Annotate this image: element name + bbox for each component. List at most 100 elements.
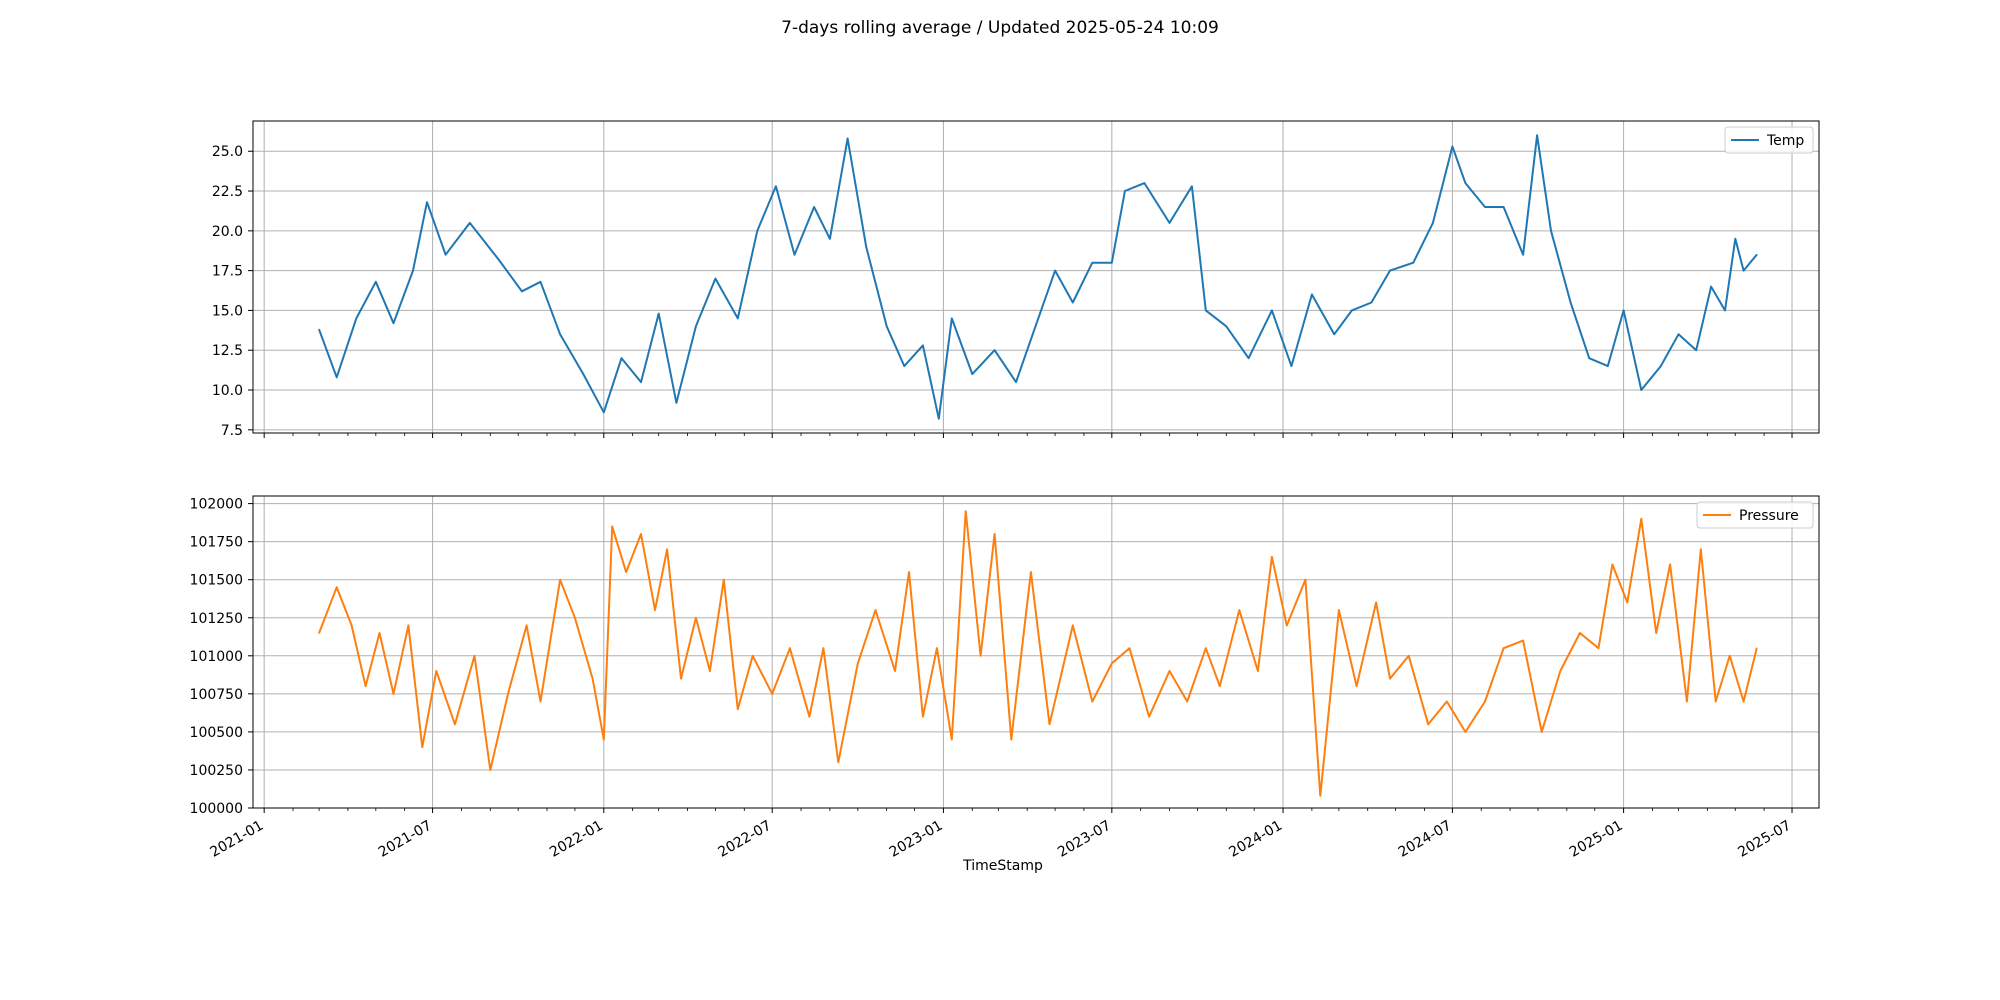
pressure-data-point: [922, 715, 924, 718]
pressure-data-point: [771, 693, 773, 695]
pressure-y-tick-label: 101000: [190, 649, 243, 665]
pressure-data-point: [1072, 624, 1074, 627]
temp-data-point: [903, 365, 906, 367]
temp-data-point: [793, 253, 796, 256]
pressure-data-point: [894, 670, 896, 672]
temp-data-point: [1351, 309, 1353, 312]
pressure-data-point: [737, 708, 739, 710]
temp-data-point: [1640, 389, 1643, 391]
temp-data-point: [1569, 301, 1572, 304]
pressure-data-point: [507, 693, 509, 695]
pressure-data-point: [964, 510, 967, 512]
pressure-data-point: [1427, 723, 1429, 726]
pressure-data-point: [1611, 563, 1614, 566]
pressure-data-point: [392, 693, 395, 695]
temp-data-point: [392, 322, 395, 325]
pressure-data-point: [666, 548, 668, 551]
pressure-data-point: [1540, 731, 1543, 733]
pressure-data-point: [874, 609, 877, 611]
temp-data-point: [1091, 261, 1094, 264]
temp-y-tick-label: 22.5: [212, 184, 243, 200]
temp-data-point: [1034, 325, 1037, 328]
pressure-data-point: [654, 609, 656, 611]
pressure-data-point: [318, 632, 320, 634]
pressure-data-point: [1669, 563, 1671, 566]
pressure-data-point: [936, 647, 938, 649]
pressure-data-point: [1700, 548, 1702, 551]
temp-data-point: [1290, 365, 1293, 367]
temp-data-point: [971, 373, 974, 375]
temp-data-point: [1464, 182, 1467, 184]
pressure-data-point: [378, 632, 381, 634]
pressure-data-point: [1742, 700, 1745, 703]
pressure-data-point: [1271, 556, 1273, 558]
pressure-data-point: [1579, 632, 1581, 634]
pressure-data-point: [822, 647, 825, 649]
temp-data-point: [640, 381, 642, 383]
pressure-data-point: [1238, 609, 1241, 611]
temp-data-point: [469, 222, 471, 224]
pressure-y-tick-label: 100250: [190, 763, 243, 779]
temp-data-point: [1550, 230, 1552, 232]
pressure-data-point: [1755, 647, 1758, 649]
temp-data-point: [1451, 145, 1454, 148]
temp-data-point: [375, 281, 377, 283]
temp-data-point: [846, 137, 849, 140]
temp-data-point: [1412, 261, 1415, 264]
pressure-data-point: [1048, 723, 1051, 726]
pressure-y-tick-label: 100000: [190, 801, 243, 817]
pressure-legend-box: [1696, 501, 1814, 529]
pressure-data-point: [335, 586, 338, 589]
temp-data-point: [412, 269, 414, 272]
pressure-data-point: [1559, 670, 1562, 672]
temp-data-point: [1677, 333, 1680, 336]
temp-data-point: [1205, 309, 1207, 312]
pressure-data-point: [1502, 647, 1505, 649]
pressure-data-point: [525, 624, 528, 627]
pressure-data-point: [1484, 700, 1486, 703]
pressure-data-point: [808, 715, 811, 718]
pressure-data-point: [435, 670, 438, 672]
temp-data-point: [1588, 357, 1590, 360]
temp-data-point: [775, 185, 777, 188]
figure-title: 7-days rolling average / Updated 2025-05…: [781, 18, 1219, 38]
pressure-data-point: [723, 578, 725, 581]
temp-data-point: [756, 230, 759, 232]
pressure-data-point: [951, 738, 953, 741]
pressure-data-point: [1655, 632, 1657, 634]
pressure-data-point: [1597, 647, 1600, 649]
pressure-data-point: [1205, 647, 1207, 649]
pressure-data-point: [625, 571, 627, 573]
temp-data-point: [737, 317, 739, 320]
temp-data-point: [1622, 309, 1625, 312]
temp-data-point: [1054, 269, 1056, 272]
temp-y-tick-label: 12.5: [212, 343, 243, 359]
temp-data-point: [1695, 349, 1697, 352]
pressure-data-point: [1168, 670, 1171, 672]
pressure-y-tick-label: 101750: [190, 535, 243, 551]
pressure-data-point: [1091, 700, 1094, 703]
temp-data-point: [582, 373, 585, 375]
pressure-data-point: [574, 617, 576, 619]
temp-data-point: [695, 325, 697, 328]
temp-data-point: [1536, 134, 1538, 137]
pressure-data-point: [993, 533, 996, 535]
temp-legend-box: [1724, 126, 1814, 154]
temp-data-point: [1271, 309, 1273, 312]
temp-data-point: [559, 333, 561, 336]
pressure-data-point: [1010, 738, 1013, 741]
pressure-data-point: [709, 670, 711, 672]
pressure-data-point: [611, 525, 613, 528]
pressure-data-point: [1626, 601, 1629, 604]
pressure-data-point: [539, 700, 542, 703]
temp-axes: 7.5 10.0 12.5 15.0 17.5 20.0 22.5 25.0 Temp: [212, 120, 1820, 439]
temp-y-tick-label: 25.0: [212, 144, 243, 160]
pressure-data-point: [559, 578, 561, 581]
temp-data-point: [1168, 222, 1171, 224]
temp-y-tick-label: 17.5: [212, 264, 243, 280]
temp-data-point: [1484, 206, 1486, 208]
temp-data-point: [355, 317, 358, 320]
temp-y-tick-label: 10.0: [212, 383, 243, 399]
temp-data-point: [1522, 253, 1524, 256]
pressure-data-point: [695, 617, 697, 619]
